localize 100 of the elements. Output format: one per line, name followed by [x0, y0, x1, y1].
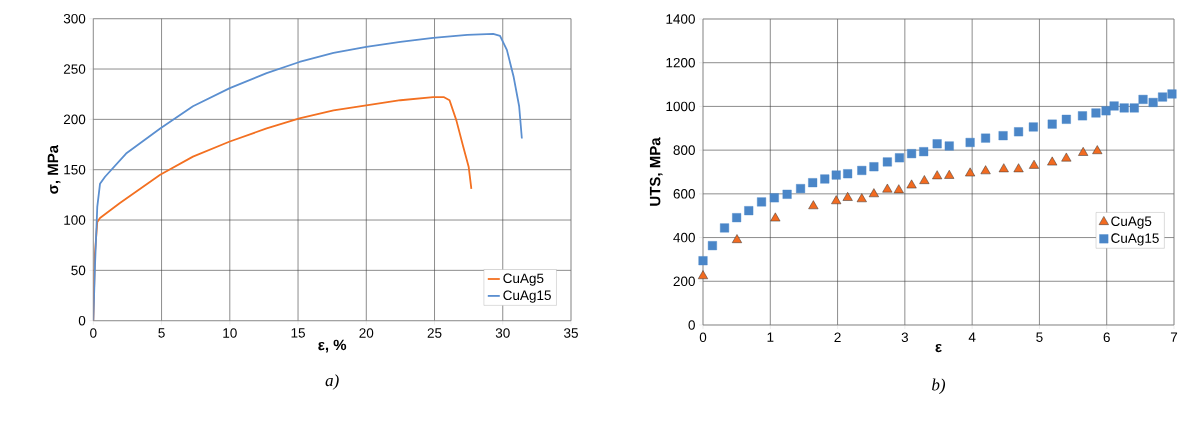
point [869, 162, 879, 172]
x-tick-label: 25 [427, 328, 442, 338]
point [1119, 103, 1129, 113]
y-tick-label: 400 [673, 232, 695, 243]
point [707, 241, 717, 251]
point [731, 234, 742, 243]
y-tick-label: 1400 [666, 14, 695, 24]
point [965, 137, 975, 147]
point [1101, 106, 1111, 116]
point [1129, 103, 1139, 113]
x-tick-label: 30 [495, 328, 510, 338]
x-tick-label: 2 [834, 332, 841, 342]
point [857, 165, 867, 175]
point [1061, 114, 1071, 124]
point [893, 184, 904, 194]
point [1158, 92, 1168, 102]
y-tick-label: 800 [673, 145, 695, 155]
y-tick-label: 600 [673, 189, 695, 199]
point [856, 193, 867, 203]
x-axis-title: ε [935, 343, 942, 353]
point [1167, 89, 1177, 99]
point [770, 212, 781, 222]
y-axis-title: σ, MPa [47, 144, 61, 194]
point [1148, 97, 1158, 107]
y-axis-title: UTS, MPa [649, 137, 663, 206]
x-tick-label: 7 [1170, 332, 1178, 342]
x-axis-title: ε, % [318, 339, 347, 353]
point [1047, 156, 1058, 166]
point [1047, 119, 1057, 129]
y-tick-label: 250 [63, 64, 86, 74]
x-tick-label: 4 [968, 332, 976, 342]
y-tick-label: 0 [78, 315, 86, 326]
point [698, 256, 708, 266]
point [843, 169, 853, 179]
x-tick-label: 5 [158, 328, 165, 338]
y-tick-label: 1000 [666, 101, 695, 112]
point [1061, 152, 1072, 162]
point [1138, 94, 1148, 104]
y-tick-label: 200 [63, 114, 86, 125]
point [842, 192, 853, 201]
x-tick-label: 6 [1103, 332, 1110, 343]
x-tick-label: 15 [291, 328, 305, 338]
point [769, 193, 779, 203]
y-tick-label: 300 [63, 13, 86, 24]
x-tick-label: 0 [90, 328, 97, 338]
point [744, 206, 754, 216]
point [831, 195, 842, 205]
point [919, 175, 930, 184]
point [808, 178, 818, 188]
point [998, 131, 1008, 141]
point [981, 133, 991, 143]
x-tick-label: 0 [699, 332, 707, 343]
point [1077, 111, 1087, 121]
point [1092, 145, 1103, 155]
point [868, 188, 879, 198]
point [998, 163, 1009, 173]
x-tick-label: 35 [564, 328, 578, 338]
point [882, 157, 892, 167]
legend-label: CuAg5 [503, 273, 544, 286]
point [907, 149, 917, 159]
point [808, 200, 819, 210]
point [919, 147, 929, 157]
x-tick-label: 10 [223, 328, 237, 338]
point [1091, 108, 1101, 118]
point [1028, 122, 1038, 132]
point [980, 165, 991, 175]
point [1013, 163, 1024, 173]
y-tick-label: 1200 [666, 57, 695, 68]
point [944, 169, 955, 179]
legend-label: CuAg15 [1111, 233, 1159, 246]
point [894, 153, 904, 163]
x-tick-label: 1 [767, 332, 774, 342]
y-tick-label: 100 [64, 215, 86, 225]
x-tick-label: 20 [359, 328, 374, 338]
point [1109, 101, 1119, 111]
point [697, 270, 709, 280]
x-tick-label: 5 [1036, 332, 1043, 342]
point [906, 179, 917, 189]
point [1014, 127, 1024, 137]
text: b) [932, 378, 946, 394]
legend-label: CuAg5 [1111, 216, 1152, 229]
point [1029, 159, 1040, 169]
y-tick-label: 150 [64, 164, 86, 175]
y-tick-label: 50 [71, 265, 86, 276]
y-tick-label: 0 [688, 320, 695, 330]
point [782, 189, 792, 199]
point [732, 213, 742, 223]
point [932, 170, 943, 180]
text: a) [325, 374, 339, 390]
point [831, 170, 841, 180]
point [757, 197, 767, 207]
point [944, 141, 954, 151]
point [882, 183, 893, 193]
point [965, 167, 976, 177]
point [932, 139, 942, 149]
point [720, 223, 730, 233]
point [1078, 147, 1089, 156]
point [820, 174, 830, 184]
y-tick-label: 200 [673, 276, 695, 287]
legend-label: CuAg15 [503, 290, 551, 303]
